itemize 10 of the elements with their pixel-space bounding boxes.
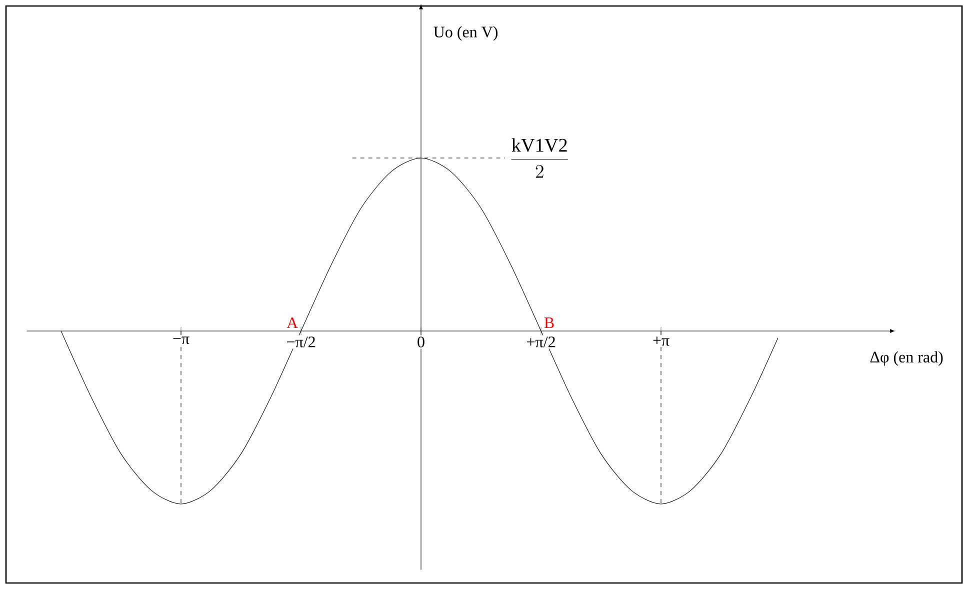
x-tick-label: −π/2 (287, 336, 315, 348)
x-tick-label: +π (653, 336, 670, 346)
x-axis-title: Δφ (en rad) (870, 351, 943, 366)
annotation: B (544, 318, 554, 328)
x-tick-label: −π (173, 336, 190, 344)
x-tick-label: 0 (418, 336, 424, 348)
text: Uo (en V) (434, 26, 498, 41)
x-tick-label: +π/2 (527, 336, 555, 348)
annotation: A (286, 317, 298, 328)
ref-line-label: $\frac{\mathrm{kV1V2}}{2}$ (511, 138, 568, 178)
